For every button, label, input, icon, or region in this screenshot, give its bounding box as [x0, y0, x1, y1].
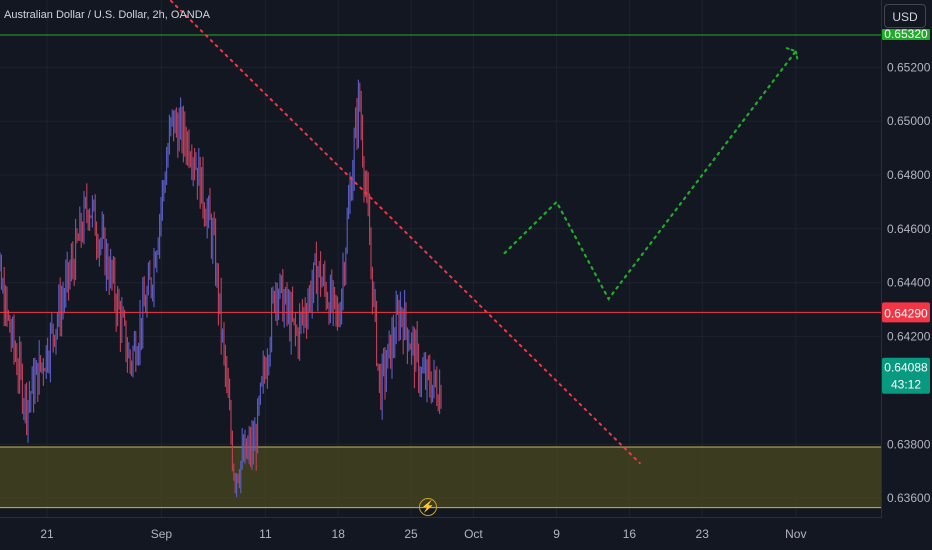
lightning-icon[interactable]: ⚡	[419, 498, 437, 516]
x-tick-label: 21	[40, 527, 54, 541]
last-price-badge: 0.64088 43:12	[882, 357, 930, 394]
price-axis[interactable]	[882, 0, 932, 550]
projection-arrow	[785, 47, 799, 63]
price-bars	[0, 79, 442, 498]
x-tick-label: 25	[404, 527, 418, 541]
y-tick-label: 0.64400	[887, 276, 931, 290]
last-price-label: 0.64088	[884, 361, 928, 375]
currency-button[interactable]: USD	[884, 4, 926, 28]
projection-path[interactable]	[503, 50, 797, 301]
y-tick-label: 0.63600	[887, 491, 931, 505]
level-price-label: 0.64290	[884, 306, 928, 320]
y-tick-label: 0.65000	[887, 114, 931, 128]
x-tick-label: 9	[553, 527, 560, 541]
y-tick-label: 0.65200	[887, 60, 931, 74]
x-tick-label: 16	[623, 527, 637, 541]
y-tick-label: 0.64800	[887, 168, 931, 182]
grid	[0, 0, 881, 517]
downtrend-line[interactable]	[151, 0, 641, 465]
y-axis-ticks: 0.65200 0.65000 0.64800 0.64600 0.64400 0.642…	[887, 60, 931, 505]
price-badges: 0.65320 0.64290 0.64088 43:12	[882, 27, 930, 394]
x-tick-label: Oct	[464, 527, 483, 541]
x-axis-ticks: 21 Sep 11 18 25 Oct 9 16 23 Nov	[40, 527, 806, 541]
bar-countdown-label: 43:12	[891, 378, 921, 392]
y-tick-label: 0.64200	[887, 330, 931, 344]
y-tick-label: 0.63800	[887, 437, 931, 451]
resistance-price-label: 0.65320	[884, 27, 928, 41]
resistance-price-badge: 0.65320	[882, 27, 930, 41]
x-tick-label: Nov	[785, 527, 806, 541]
x-tick-label: Sep	[151, 527, 173, 541]
x-tick-label: 18	[332, 527, 346, 541]
chart-title: Australian Dollar / U.S. Dollar, 2h, OAN…	[4, 9, 211, 21]
x-tick-label: 11	[259, 527, 272, 541]
level-price-badge: 0.64290	[882, 302, 930, 323]
time-axis[interactable]	[0, 517, 882, 550]
y-tick-label: 0.64600	[887, 222, 931, 236]
support-zone[interactable]	[0, 446, 881, 508]
x-tick-label: 23	[696, 527, 710, 541]
